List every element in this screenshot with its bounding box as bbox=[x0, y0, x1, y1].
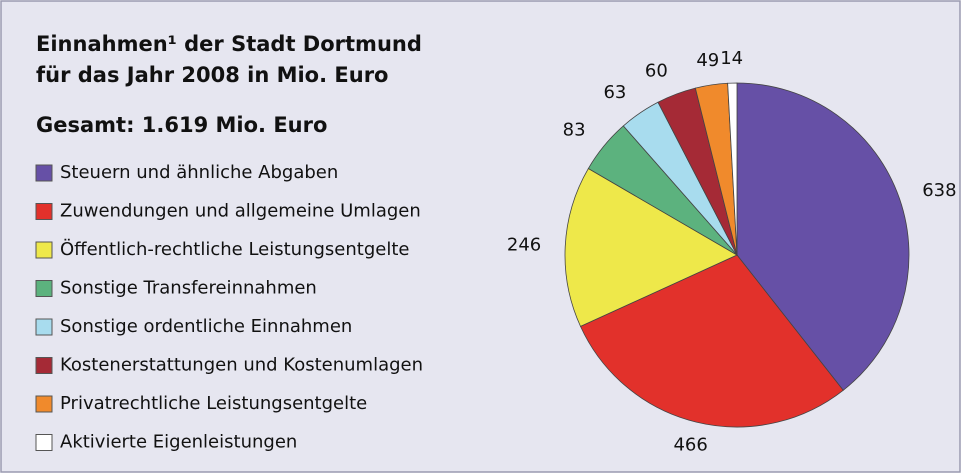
legend-label: Steuern und ähnliche Abgaben bbox=[60, 162, 338, 183]
value-label: 49 bbox=[696, 50, 719, 71]
value-label: 63 bbox=[603, 82, 626, 103]
pie-slice bbox=[579, 254, 844, 428]
value-label: 14 bbox=[720, 48, 743, 69]
chart-title: für das Jahr 2008 in Mio. Euro bbox=[36, 63, 388, 87]
legend-swatch bbox=[35, 395, 53, 413]
legend-swatch bbox=[35, 203, 53, 220]
value-label: 466 bbox=[673, 434, 707, 455]
pie-slice bbox=[564, 167, 738, 327]
legend-swatch bbox=[35, 164, 53, 182]
pie-slice bbox=[736, 82, 910, 391]
legend-label: Kostenerstattungen und Kostenumlagen bbox=[60, 355, 423, 376]
legend-swatch bbox=[35, 318, 53, 336]
legend-swatch bbox=[35, 280, 53, 297]
legend-swatch bbox=[35, 241, 53, 259]
legend-label: Sonstige Transfereinnahmen bbox=[60, 278, 317, 299]
value-label: 246 bbox=[507, 234, 541, 255]
value-label: 83 bbox=[563, 120, 586, 141]
legend-swatch bbox=[35, 357, 53, 374]
pie-slice bbox=[727, 82, 738, 256]
chart-title: Einnahmen¹ der Stadt Dortmund bbox=[36, 32, 422, 56]
legend-label: Öffentlich-rechtliche Leistungsentgelte bbox=[60, 238, 409, 260]
value-label: 638 bbox=[922, 180, 956, 201]
legend-label: Aktivierte Eigenleistungen bbox=[60, 432, 297, 453]
legend-label: Privatrechtliche Leistungsentgelte bbox=[60, 393, 367, 414]
legend-swatch bbox=[35, 434, 53, 451]
value-label: 60 bbox=[645, 61, 668, 82]
chart-subtitle: Gesamt: 1.619 Mio. Euro bbox=[36, 113, 327, 137]
legend-label: Zuwendungen und allgemeine Umlagen bbox=[60, 201, 421, 222]
legend-label: Sonstige ordentliche Einnahmen bbox=[60, 316, 352, 337]
